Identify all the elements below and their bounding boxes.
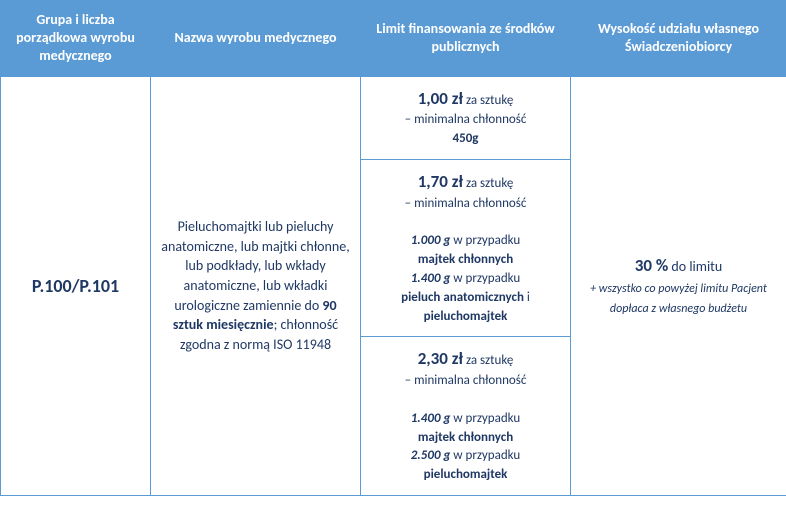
limit-cell-2: 1,70 zł za sztukę – minimalna chłonność … xyxy=(361,159,571,337)
spec-bold-2b1: pieluch anatomicznych xyxy=(401,290,524,305)
table-row: P.100/P.101 Pieluchomajtki lub pieluchy … xyxy=(1,76,786,159)
spec-txt-3b: w przypadku xyxy=(450,448,520,463)
per-3: za sztukę xyxy=(463,353,513,368)
price-2: 1,70 zł xyxy=(418,171,463,192)
product-description: Pieluchomajtki lub pieluchy anatomiczne,… xyxy=(151,76,361,496)
header-group: Grupa i liczba porządkowa wyrobu medyczn… xyxy=(1,1,151,77)
financing-table: Grupa i liczba porządkowa wyrobu medyczn… xyxy=(0,0,786,496)
spec-bold-3b: pieluchomajtek xyxy=(424,467,508,482)
header-limit: Limit finansowania ze środków publicznyc… xyxy=(361,1,571,77)
spec-bold-2b2: pieluchomajtek xyxy=(424,309,508,324)
limit-cell-3: 2,30 zł za sztukę – minimalna chłonność … xyxy=(361,337,571,496)
percent-text: do limitu xyxy=(668,258,722,275)
percent-note: + wszystko co powyżej limitu Pacjent dop… xyxy=(590,282,767,316)
product-code: P.100/P.101 xyxy=(1,76,151,496)
spec-txt-3a: w przypadku xyxy=(450,411,520,426)
min-absorb-3: – minimalna chłonność xyxy=(405,373,527,388)
spec-txt-2b: w przypadku xyxy=(450,271,520,286)
spec-bold-3a: majtek chłonnych xyxy=(418,430,513,445)
header-row: Grupa i liczba porządkowa wyrobu medyczn… xyxy=(1,1,786,77)
spec-val-3b: 2.500 g xyxy=(411,448,451,463)
per-1: za sztukę xyxy=(463,93,513,108)
header-name: Nazwa wyrobu medycznego xyxy=(151,1,361,77)
limit-cell-1: 1,00 zł za sztukę – minimalna chłonność … xyxy=(361,76,571,159)
price-3: 2,30 zł xyxy=(418,348,463,369)
spec-val-2b: 1.400 g xyxy=(411,271,451,286)
per-2: za sztukę xyxy=(463,176,513,191)
header-share: Wysokość udziału własnego Świadczeniobio… xyxy=(571,1,786,77)
spec-and-2b: i xyxy=(524,290,530,305)
patient-share: 30 % do limitu + wszystko co powyżej lim… xyxy=(571,76,786,496)
spec-bold-2a: majtek chłonnych xyxy=(418,252,513,267)
price-1: 1,00 zł xyxy=(418,88,463,109)
spec-val-2a: 1.000 g xyxy=(411,233,451,248)
min-absorb-1: – minimalna chłonność xyxy=(405,112,527,127)
min-absorb-2: – minimalna chłonność xyxy=(405,196,527,211)
percent-value: 30 % xyxy=(635,255,668,276)
spec-val-3a: 1.400 g xyxy=(411,411,451,426)
absorb-val-1: 450g xyxy=(453,131,479,146)
spec-txt-2a: w przypadku xyxy=(450,233,520,248)
